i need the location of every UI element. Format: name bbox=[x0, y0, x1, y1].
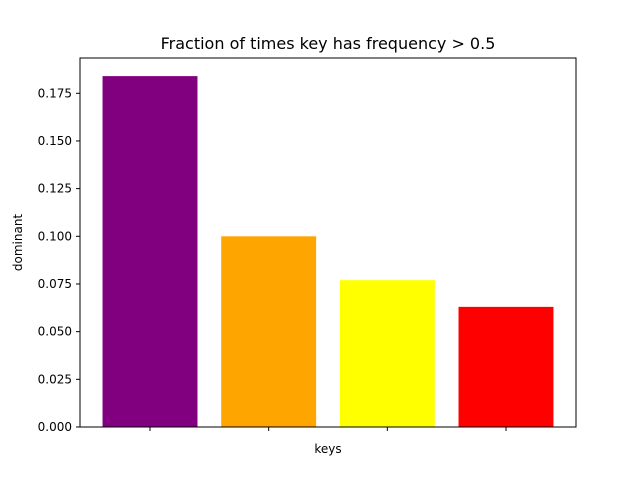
bars-layer bbox=[102, 76, 554, 428]
y-tick-label-3: 0.075 bbox=[38, 277, 72, 291]
y-tick-label-0: 0.000 bbox=[38, 420, 72, 434]
y-tick-label-4: 0.100 bbox=[38, 229, 72, 243]
bar-4 bbox=[458, 306, 554, 427]
x-axis-label: keys bbox=[314, 442, 341, 456]
bar-2 bbox=[221, 236, 317, 427]
y-axis-label: dominant bbox=[11, 214, 25, 272]
bar-3 bbox=[339, 280, 435, 427]
chart-title: Fraction of times key has frequency > 0.… bbox=[161, 34, 496, 53]
y-tick-label-5: 0.125 bbox=[38, 182, 72, 196]
bar-1 bbox=[102, 76, 198, 428]
plot-frame bbox=[79, 57, 577, 428]
y-tick-label-6: 0.150 bbox=[38, 134, 72, 148]
y-tick-label-2: 0.050 bbox=[38, 325, 72, 339]
y-tick-label-1: 0.025 bbox=[38, 372, 72, 386]
ticks-layer: 0.000 0.025 0.050 0.075 0.100 0.125 0.150 0.175 bbox=[38, 86, 507, 434]
y-tick-label-7: 0.175 bbox=[38, 86, 72, 100]
